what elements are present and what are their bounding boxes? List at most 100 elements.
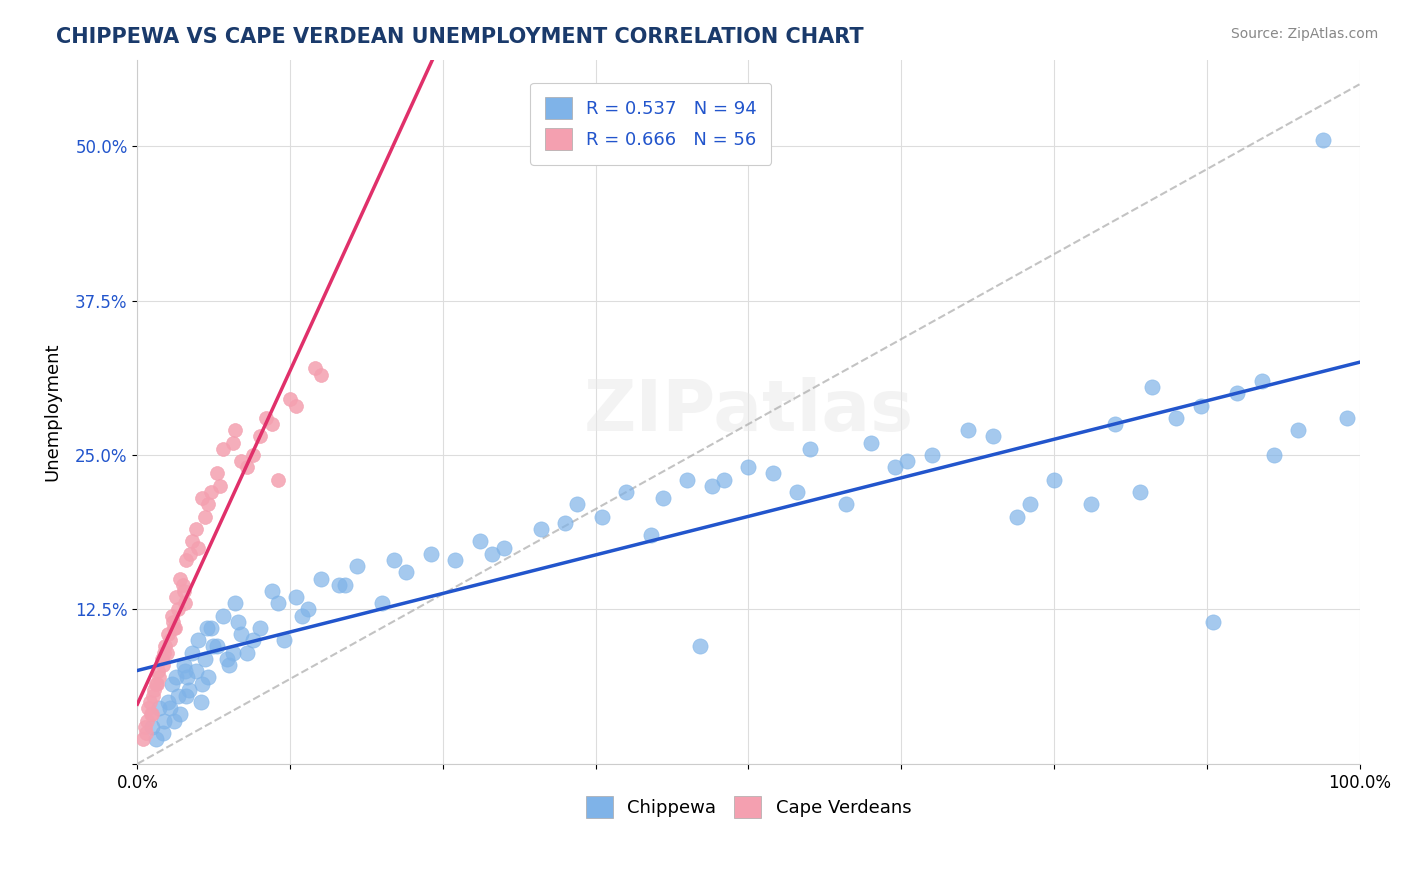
Point bbox=[221, 646, 243, 660]
Point bbox=[799, 442, 821, 456]
Point bbox=[197, 497, 219, 511]
Point bbox=[346, 559, 368, 574]
Point bbox=[139, 707, 162, 722]
Point bbox=[138, 701, 160, 715]
Point bbox=[160, 608, 183, 623]
Point bbox=[153, 714, 176, 728]
Point bbox=[333, 577, 356, 591]
Point bbox=[1312, 133, 1334, 147]
Point bbox=[155, 640, 177, 654]
Point bbox=[146, 676, 169, 690]
Point bbox=[218, 657, 240, 672]
Point bbox=[224, 423, 246, 437]
Point bbox=[205, 640, 228, 654]
Point bbox=[166, 602, 188, 616]
Point bbox=[169, 707, 191, 722]
Point bbox=[1250, 374, 1272, 388]
Point bbox=[132, 732, 155, 747]
Point bbox=[395, 566, 418, 580]
Point bbox=[713, 473, 735, 487]
Point bbox=[194, 509, 217, 524]
Point bbox=[194, 652, 217, 666]
Point bbox=[567, 497, 589, 511]
Point bbox=[231, 454, 253, 468]
Point bbox=[184, 664, 207, 678]
Point bbox=[1226, 386, 1249, 401]
Point bbox=[1166, 410, 1188, 425]
Text: ZIPatlas: ZIPatlas bbox=[583, 377, 914, 446]
Point bbox=[152, 726, 174, 740]
Point bbox=[156, 646, 179, 660]
Point bbox=[145, 676, 167, 690]
Point bbox=[200, 485, 222, 500]
Point bbox=[242, 633, 264, 648]
Point bbox=[145, 732, 167, 747]
Point bbox=[187, 541, 209, 555]
Point bbox=[481, 547, 503, 561]
Point bbox=[169, 572, 191, 586]
Text: CHIPPEWA VS CAPE VERDEAN UNEMPLOYMENT CORRELATION CHART: CHIPPEWA VS CAPE VERDEAN UNEMPLOYMENT CO… bbox=[56, 27, 863, 46]
Point bbox=[530, 522, 553, 536]
Point bbox=[297, 602, 319, 616]
Point bbox=[212, 608, 235, 623]
Point bbox=[205, 467, 228, 481]
Point bbox=[249, 621, 271, 635]
Point bbox=[236, 460, 259, 475]
Point bbox=[591, 509, 613, 524]
Point bbox=[1043, 473, 1066, 487]
Point bbox=[141, 720, 163, 734]
Point bbox=[1286, 423, 1309, 437]
Point bbox=[285, 399, 308, 413]
Point bbox=[835, 497, 858, 511]
Point bbox=[492, 541, 515, 555]
Point bbox=[173, 657, 195, 672]
Point bbox=[163, 621, 186, 635]
Point bbox=[138, 695, 160, 709]
Point bbox=[176, 670, 198, 684]
Point bbox=[195, 621, 218, 635]
Point bbox=[884, 460, 907, 475]
Point bbox=[676, 473, 699, 487]
Point bbox=[640, 528, 662, 542]
Point bbox=[267, 473, 290, 487]
Point bbox=[309, 368, 332, 382]
Point bbox=[173, 583, 195, 598]
Point bbox=[141, 707, 163, 722]
Text: Source: ZipAtlas.com: Source: ZipAtlas.com bbox=[1230, 27, 1378, 41]
Point bbox=[651, 491, 673, 506]
Point bbox=[382, 553, 405, 567]
Point bbox=[267, 596, 290, 610]
Point bbox=[242, 448, 264, 462]
Point bbox=[1263, 448, 1285, 462]
Point bbox=[174, 664, 197, 678]
Point bbox=[174, 689, 197, 703]
Point bbox=[249, 429, 271, 443]
Point bbox=[179, 547, 201, 561]
Point bbox=[215, 652, 238, 666]
Point bbox=[1202, 615, 1225, 629]
Point bbox=[260, 417, 283, 431]
Point bbox=[150, 652, 173, 666]
Point bbox=[197, 670, 219, 684]
Point bbox=[1104, 417, 1126, 431]
Point bbox=[148, 670, 170, 684]
Point bbox=[896, 454, 918, 468]
Point bbox=[143, 682, 166, 697]
Point bbox=[166, 590, 188, 604]
Point bbox=[371, 596, 394, 610]
Point bbox=[231, 627, 253, 641]
Point bbox=[1007, 509, 1029, 524]
Point bbox=[278, 392, 301, 407]
Point bbox=[148, 701, 170, 715]
Point bbox=[172, 577, 194, 591]
Point bbox=[134, 720, 156, 734]
Point bbox=[153, 646, 176, 660]
Point bbox=[700, 479, 723, 493]
Point bbox=[184, 522, 207, 536]
Point bbox=[1080, 497, 1102, 511]
Point bbox=[181, 534, 204, 549]
Point bbox=[786, 485, 808, 500]
Point bbox=[166, 670, 188, 684]
Point bbox=[1128, 485, 1150, 500]
Point bbox=[165, 621, 187, 635]
